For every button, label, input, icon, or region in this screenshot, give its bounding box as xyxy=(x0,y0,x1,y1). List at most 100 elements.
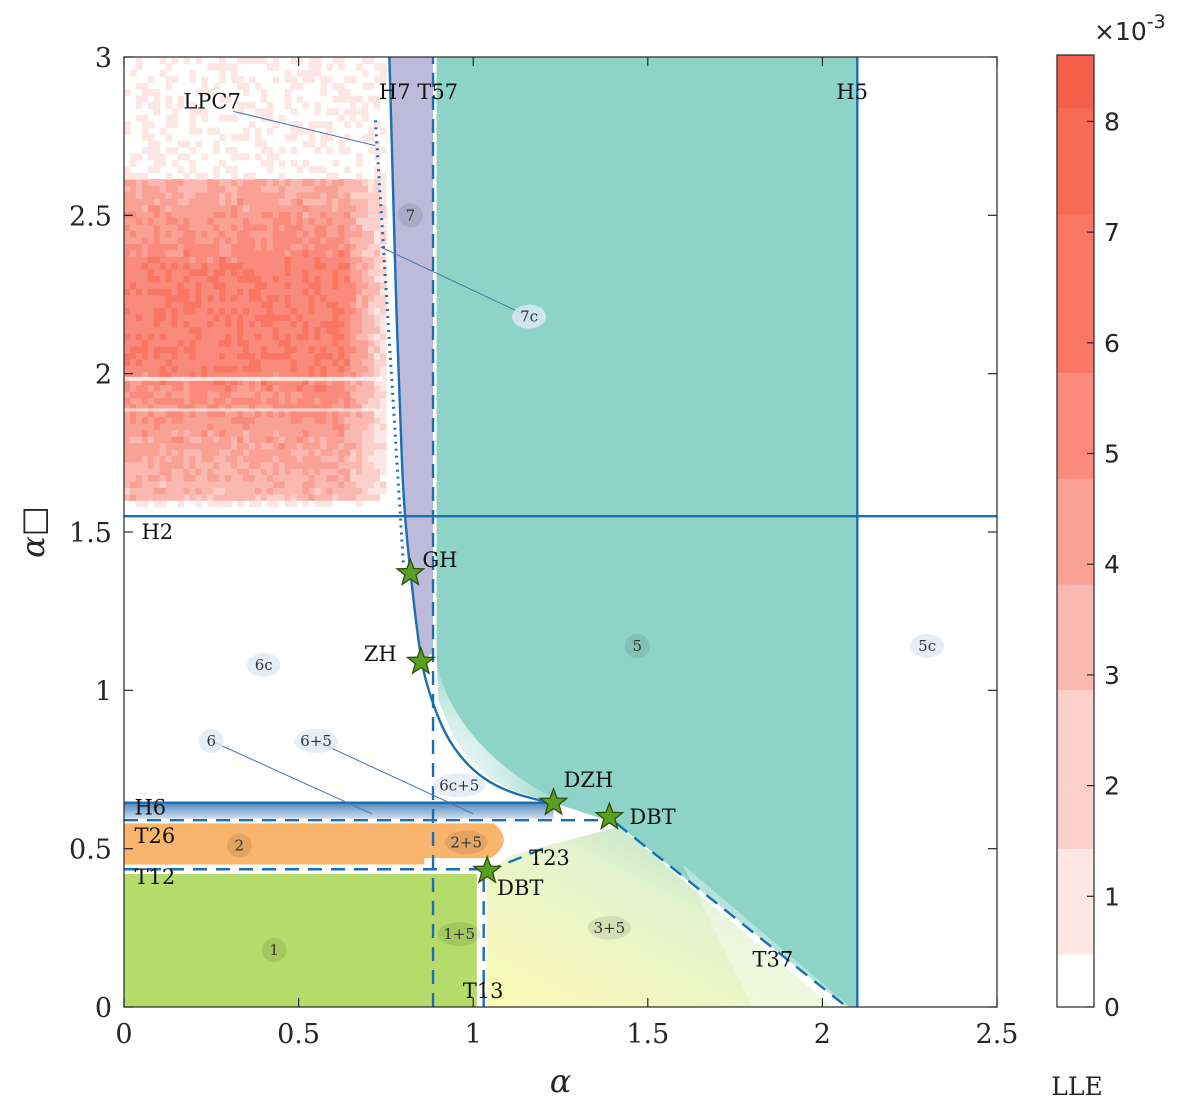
lle-cell xyxy=(344,410,351,418)
lle-cell xyxy=(183,487,191,495)
lle-cell xyxy=(356,493,363,501)
lle-cell xyxy=(350,185,357,193)
lle-cell xyxy=(189,384,197,392)
lle-cell xyxy=(248,378,256,386)
lle-cell xyxy=(129,211,137,219)
lle-cell xyxy=(254,333,262,341)
lle-cell xyxy=(308,436,316,444)
lle-cell xyxy=(225,391,232,399)
lle-cell xyxy=(260,480,268,488)
lle-cell xyxy=(338,95,345,103)
lle-cell xyxy=(272,339,280,347)
lle-cell xyxy=(141,301,149,309)
lle-cell xyxy=(183,320,191,328)
lle-cell xyxy=(243,448,250,456)
lle-cell xyxy=(225,493,232,501)
lle-cell xyxy=(284,461,292,469)
lle-cell xyxy=(254,416,262,424)
lle-cell xyxy=(213,224,220,232)
lle-cell xyxy=(260,230,268,238)
lle-cell xyxy=(278,268,286,277)
lle-cell xyxy=(248,249,256,257)
lle-cell xyxy=(373,275,381,283)
lle-cell xyxy=(231,455,238,463)
lle-cell xyxy=(183,57,191,65)
lle-cell xyxy=(320,211,327,219)
lle-cell xyxy=(332,204,339,212)
lle-cell xyxy=(231,224,238,232)
lle-cell xyxy=(189,230,197,238)
lle-cell xyxy=(207,301,214,309)
lle-cell xyxy=(201,326,208,334)
lle-cell xyxy=(254,384,262,392)
lle-cell xyxy=(135,313,143,321)
lle-cell xyxy=(153,320,161,328)
lle-cell xyxy=(219,204,226,212)
lle-cell xyxy=(260,358,268,366)
lle-cell xyxy=(332,281,339,289)
lle-cell xyxy=(350,307,357,315)
lle-cell xyxy=(201,320,208,328)
lle-cell xyxy=(147,416,155,424)
lle-cell xyxy=(302,365,310,373)
lle-cell xyxy=(183,455,191,463)
lle-cell xyxy=(338,198,345,206)
lle-cell xyxy=(379,224,387,232)
lle-cell xyxy=(171,281,179,289)
region-bubble xyxy=(587,915,631,940)
lle-cell xyxy=(260,288,268,296)
lle-cell xyxy=(326,455,333,463)
lle-cell xyxy=(243,333,250,341)
lle-cell xyxy=(296,82,304,90)
lle-cell xyxy=(356,268,363,277)
lle-cell xyxy=(254,294,262,302)
lle-cell xyxy=(314,101,322,109)
lle-cell xyxy=(248,236,256,244)
lle-cell xyxy=(284,307,292,315)
lle-cell xyxy=(266,474,274,482)
lle-cell xyxy=(183,236,191,244)
lle-cell xyxy=(129,230,137,238)
lle-cell xyxy=(290,474,298,482)
lle-cell xyxy=(183,436,191,444)
lle-cell xyxy=(350,204,357,212)
lle-cell xyxy=(165,416,173,424)
colorbar-tick-label: 6 xyxy=(1104,329,1120,358)
lle-cell xyxy=(272,230,280,238)
lle-cell xyxy=(272,429,280,437)
lle-cell xyxy=(141,339,149,347)
lle-cell xyxy=(231,333,238,341)
lle-cell xyxy=(135,179,143,187)
lle-cell xyxy=(296,429,304,437)
lle-cell xyxy=(189,288,197,296)
lle-cell xyxy=(213,140,220,148)
lle-cell xyxy=(379,480,387,488)
lle-cell xyxy=(266,378,274,386)
lle-cell xyxy=(302,313,310,321)
lle-cell xyxy=(368,410,375,418)
lle-cell xyxy=(314,288,322,296)
lle-cell xyxy=(356,275,363,283)
lle-cell xyxy=(213,397,220,405)
lle-cell xyxy=(248,326,256,334)
lle-cell xyxy=(320,121,327,129)
lle-cell xyxy=(308,127,316,135)
lle-cell xyxy=(373,198,381,206)
lle-cell xyxy=(171,249,179,257)
lle-cell xyxy=(314,500,322,508)
lle-cell xyxy=(219,339,226,347)
lle-cell xyxy=(302,403,310,411)
lle-cell xyxy=(219,281,226,289)
lle-cell xyxy=(284,294,292,302)
lle-cell xyxy=(278,224,286,232)
lle-cell xyxy=(147,493,155,501)
lle-cell xyxy=(219,384,226,392)
lle-cell xyxy=(308,198,316,206)
lle-cell xyxy=(278,179,286,187)
lle-cell xyxy=(248,455,256,463)
lle-cell xyxy=(326,326,333,334)
curve-label: H7 xyxy=(379,80,411,104)
lle-cell xyxy=(368,281,375,289)
colorbar-tick-label: 4 xyxy=(1104,550,1120,579)
lle-cell xyxy=(243,378,250,386)
